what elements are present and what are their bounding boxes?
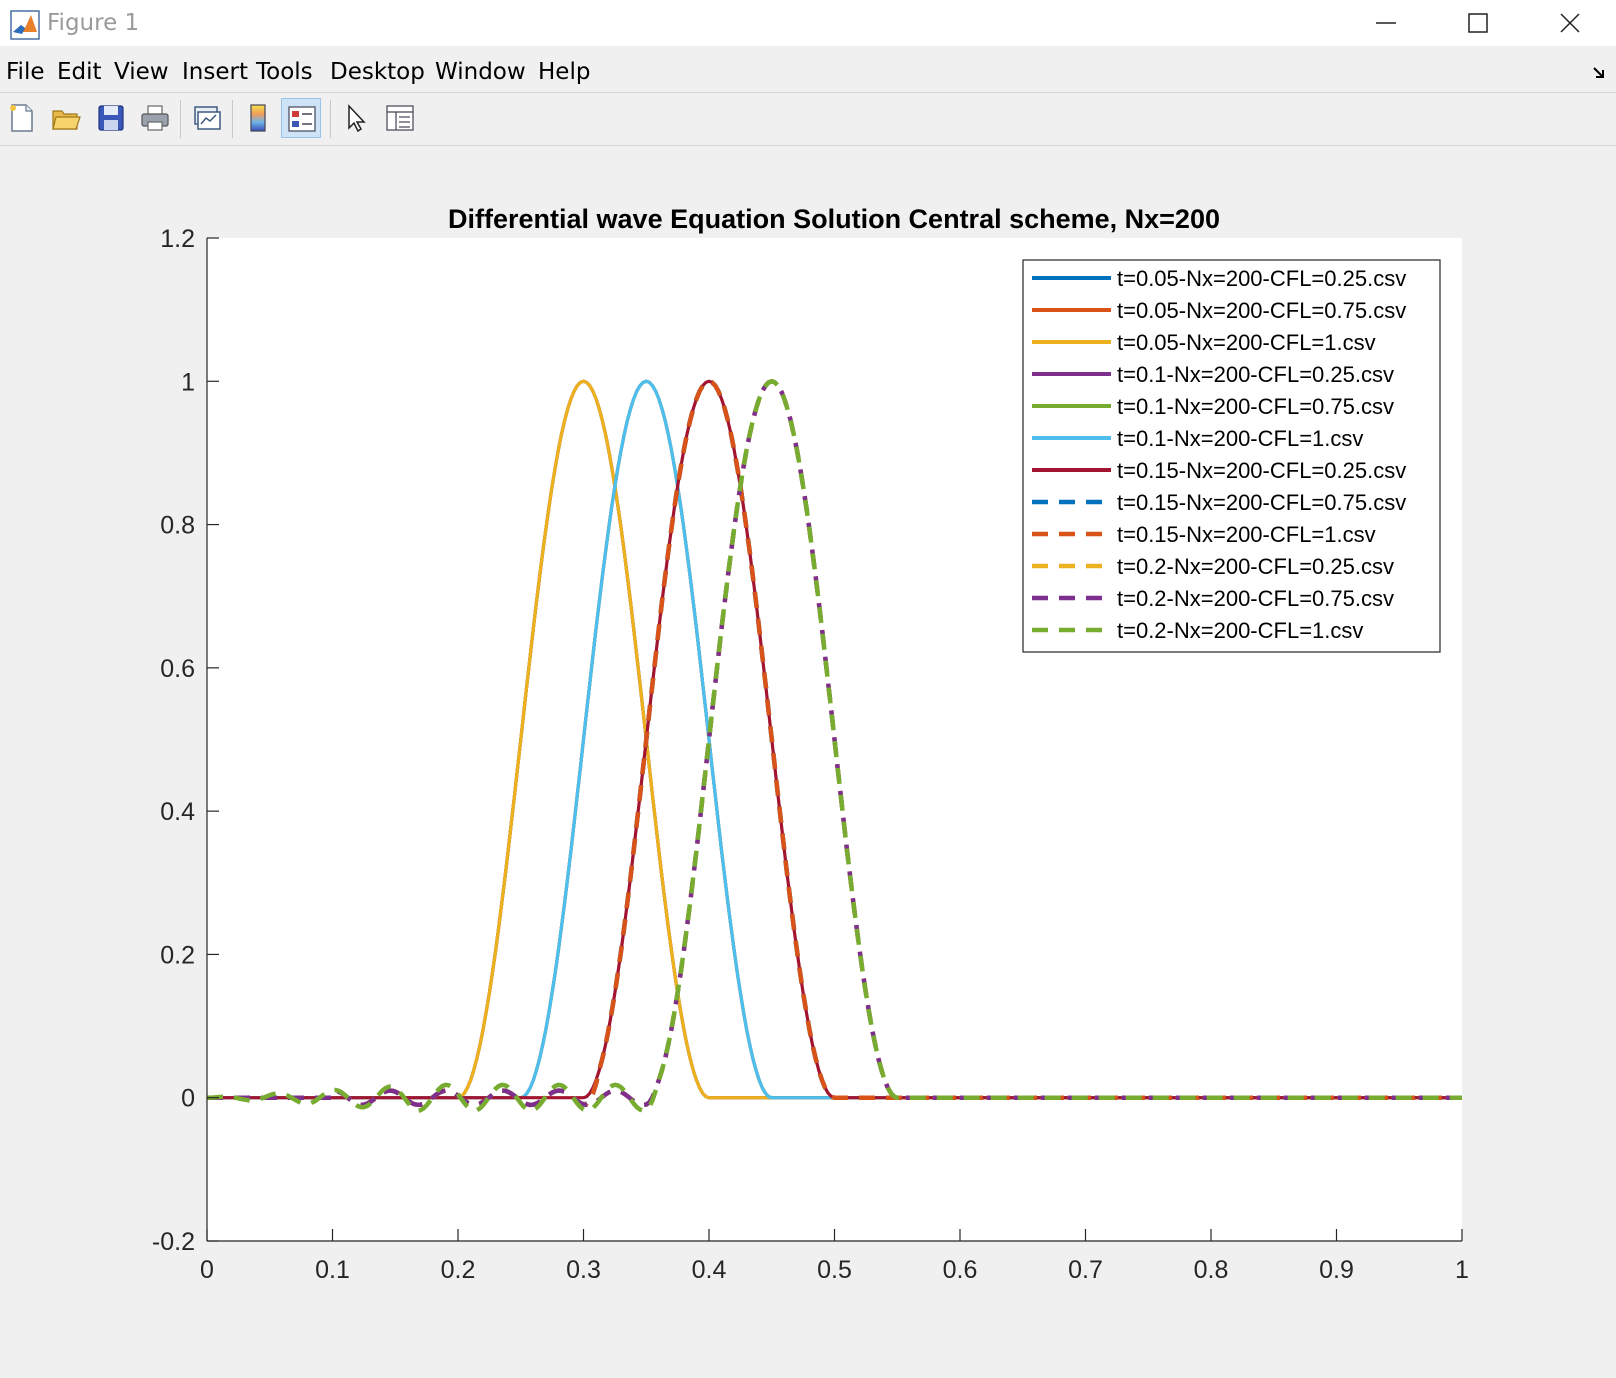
toolbar-separator: [180, 100, 181, 138]
legend-box: [1022, 259, 1441, 653]
legend-icon: [288, 106, 316, 132]
close-icon: [1560, 13, 1580, 33]
x-tick-label: 0.5: [817, 1256, 852, 1284]
legend[interactable]: t=0.05-Nx=200-CFL=0.25.csv t=0.05-Nx=200-…: [1022, 259, 1441, 653]
menu-view[interactable]: View: [114, 59, 169, 85]
print-figure-button[interactable]: [135, 98, 175, 138]
y-tick-label: 0: [181, 1085, 195, 1113]
x-tick-label: 0.9: [1319, 1256, 1354, 1284]
open-folder-icon: [52, 110, 81, 130]
matlab-logo-icon: [10, 10, 40, 40]
x-tick-label: 0: [200, 1256, 214, 1284]
y-tick-label: -0.2: [152, 1228, 195, 1256]
y-tick-label: 1: [181, 368, 195, 396]
menu-bar: File Edit View Insert Tools Desktop Wind…: [0, 56, 1616, 92]
legend-label: t=0.2-Nx=200-CFL=0.75.csv: [1117, 586, 1394, 611]
menu-window[interactable]: Window: [435, 59, 526, 85]
legend-label: t=0.05-Nx=200-CFL=0.75.csv: [1117, 298, 1406, 323]
legend-label: t=0.05-Nx=200-CFL=1.csv: [1117, 330, 1376, 355]
legend-label: t=0.1-Nx=200-CFL=0.25.csv: [1117, 362, 1394, 387]
dock-arrow-icon[interactable]: [1592, 64, 1608, 80]
legend-label: t=0.15-Nx=200-CFL=0.75.csv: [1117, 490, 1406, 515]
x-tick-label: 0.4: [692, 1256, 727, 1284]
close-button[interactable]: [1524, 0, 1616, 46]
title-bar: Figure 1: [0, 0, 1616, 46]
save-disk-icon: [98, 105, 124, 131]
toolbar: [0, 94, 1616, 144]
maximize-icon: [1468, 13, 1488, 33]
colorbar-icon: [250, 104, 266, 132]
legend-label: t=0.15-Nx=200-CFL=0.25.csv: [1117, 458, 1406, 483]
printer-icon: [141, 105, 169, 131]
y-tick-label: 1.2: [160, 225, 195, 253]
edit-plot-button[interactable]: [336, 98, 376, 138]
chart: 0 0.1 0.2 0.3 0.4 0.5 0.6 0.7 0.8 0.9 1-0.200.20.4…: [152, 204, 1469, 1284]
legend-label: t=0.2-Nx=200-CFL=1.csv: [1117, 618, 1363, 643]
link-plot-icon: [194, 106, 221, 130]
menu-insert[interactable]: Insert: [182, 59, 248, 85]
x-tick-label: 0.3: [566, 1256, 601, 1284]
x-tick-label: 0.8: [1194, 1256, 1229, 1284]
y-tick-label: 0.4: [160, 798, 195, 826]
menu-desktop[interactable]: Desktop: [330, 59, 425, 85]
y-tick-label: 0.6: [160, 655, 195, 683]
open-file-button[interactable]: [46, 98, 86, 138]
y-tick-label: 0.8: [160, 512, 195, 540]
x-tick-label: 0.2: [441, 1256, 476, 1284]
maximize-button[interactable]: [1432, 0, 1524, 46]
menu-edit[interactable]: Edit: [57, 59, 102, 85]
toolbar-separator: [330, 100, 331, 138]
chart-title: Differential wave Equation Solution Cent…: [448, 204, 1220, 234]
save-figure-button[interactable]: [91, 98, 131, 138]
x-tick-label: 1: [1455, 1256, 1469, 1284]
x-tick-label: 0.6: [943, 1256, 978, 1284]
x-tick-label: 0.7: [1068, 1256, 1103, 1284]
insert-colorbar-button[interactable]: [238, 98, 278, 138]
x-tick-label: 0.1: [315, 1256, 350, 1284]
y-tick-label: 0.2: [160, 941, 195, 969]
property-inspector-button[interactable]: [380, 98, 420, 138]
series-line: [207, 379, 1462, 1108]
pointer-arrow-icon: [348, 104, 366, 133]
window-title: Figure 1: [47, 10, 140, 36]
toolbar-separator-line: [0, 145, 1616, 146]
insert-legend-button[interactable]: [281, 98, 321, 138]
legend-label: t=0.1-Nx=200-CFL=0.75.csv: [1117, 394, 1394, 419]
menu-file[interactable]: File: [6, 59, 45, 85]
legend-label: t=0.05-Nx=200-CFL=0.25.csv: [1117, 266, 1406, 291]
menu-help[interactable]: Help: [538, 59, 591, 85]
legend-label: t=0.2-Nx=200-CFL=0.25.csv: [1117, 554, 1394, 579]
new-file-icon: [10, 104, 33, 132]
minimize-icon: [1376, 22, 1396, 24]
link-plot-button[interactable]: [187, 98, 227, 138]
legend-label: t=0.1-Nx=200-CFL=1.csv: [1117, 426, 1363, 451]
minimize-button[interactable]: [1340, 0, 1432, 46]
property-inspector-icon: [386, 105, 414, 131]
legend-label: t=0.15-Nx=200-CFL=1.csv: [1117, 522, 1376, 547]
new-figure-button[interactable]: [2, 98, 42, 138]
menu-separator: [0, 92, 1616, 93]
toolbar-separator: [232, 100, 233, 138]
menu-tools[interactable]: Tools: [256, 59, 313, 85]
